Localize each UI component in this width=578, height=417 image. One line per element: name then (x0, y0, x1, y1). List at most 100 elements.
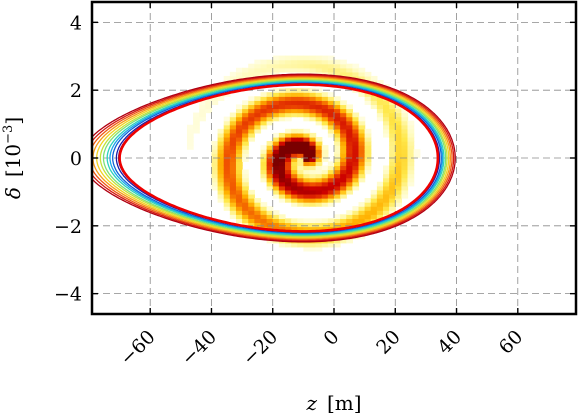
density-cell (395, 181, 402, 187)
density-cell (413, 149, 421, 154)
density-cell (334, 120, 341, 126)
density-cell (358, 92, 366, 97)
density-cell (291, 128, 298, 134)
density-cell (217, 157, 225, 162)
y-axis-label: δ[10−3] (1, 117, 25, 199)
density-cell (395, 104, 402, 110)
density-cell (370, 198, 378, 203)
density-cell (334, 181, 341, 187)
density-cell (346, 173, 353, 179)
density-cell (254, 128, 262, 134)
density-cell (303, 189, 311, 195)
density-cell (389, 169, 396, 175)
density-cell (334, 222, 341, 228)
density-cell (395, 198, 402, 203)
density-cell (315, 112, 323, 118)
density-cell (284, 100, 292, 106)
density-cell (297, 189, 304, 195)
density-cell (346, 67, 353, 73)
contour-line (102, 79, 447, 237)
density-cell (358, 214, 366, 219)
density-cell (278, 116, 286, 122)
density-cell (370, 189, 378, 195)
density-cell (217, 198, 225, 203)
density-cell (389, 161, 396, 167)
density-cell (278, 59, 286, 65)
density-cell (260, 92, 268, 97)
density-cell (266, 165, 274, 171)
y-tick-label: 4 (70, 12, 82, 34)
density-cell (376, 181, 384, 187)
density-cell (309, 161, 317, 167)
density-cell (303, 67, 311, 73)
density-cell (235, 206, 243, 211)
density-cell (327, 189, 335, 195)
density-cell (334, 104, 341, 110)
density-cell (395, 161, 402, 167)
density-cell (291, 193, 298, 199)
density-cell (242, 210, 249, 215)
density-cell (334, 153, 341, 158)
density-cell (334, 141, 341, 146)
density-cell (278, 173, 286, 179)
density-cell (242, 202, 249, 207)
density-cell (340, 177, 347, 183)
density-cell (303, 145, 311, 150)
density-cell (315, 161, 323, 167)
density-cell (327, 242, 335, 248)
density-cell (376, 100, 384, 106)
density-cell (297, 132, 304, 138)
density-cell (272, 210, 280, 215)
density-cell (321, 96, 329, 101)
density-cell (327, 59, 335, 65)
density-cell (242, 193, 249, 199)
density-cell (340, 218, 347, 224)
density-cell (395, 157, 402, 162)
density-cell (272, 104, 280, 110)
density-cell (309, 198, 317, 203)
density-cell (260, 218, 268, 224)
density-cell (217, 132, 225, 138)
density-cell (235, 71, 243, 77)
density-cell (364, 71, 372, 77)
x-tick-label: −40 (177, 326, 221, 370)
density-cell (364, 75, 372, 81)
density-cell (242, 153, 249, 158)
density-cell (346, 165, 353, 171)
density-cell (315, 165, 323, 171)
density-cell (284, 189, 292, 195)
density-cell (205, 104, 213, 110)
density-cell (260, 177, 268, 183)
density-cell (321, 108, 329, 114)
density-cell (303, 218, 311, 224)
density-cell (370, 206, 378, 211)
density-cell (340, 67, 347, 73)
density-cell (260, 157, 268, 162)
density-cell (266, 210, 274, 215)
density-cell (334, 149, 341, 154)
density-cell (284, 67, 292, 73)
density-cell (364, 153, 372, 158)
density-cell (242, 128, 249, 134)
density-cell (395, 112, 402, 118)
axis-ticks (92, 2, 576, 314)
density-cell (278, 161, 286, 167)
density-cell (327, 96, 335, 101)
density-cell (358, 128, 366, 134)
density-cell (358, 116, 366, 122)
density-cell (211, 181, 219, 187)
density-cell (272, 153, 280, 158)
density-cell (352, 67, 360, 73)
density-cell (334, 238, 341, 244)
density-cell (334, 189, 341, 195)
density-cell (297, 169, 304, 175)
density-cell (340, 71, 347, 77)
density-cell (272, 116, 280, 122)
density-cell (389, 104, 396, 110)
density-cell (278, 132, 286, 138)
density-cell (254, 112, 262, 118)
density-cell (389, 165, 396, 171)
contour-line (92, 74, 455, 242)
density-cell (327, 173, 335, 179)
density-cell (291, 55, 298, 61)
